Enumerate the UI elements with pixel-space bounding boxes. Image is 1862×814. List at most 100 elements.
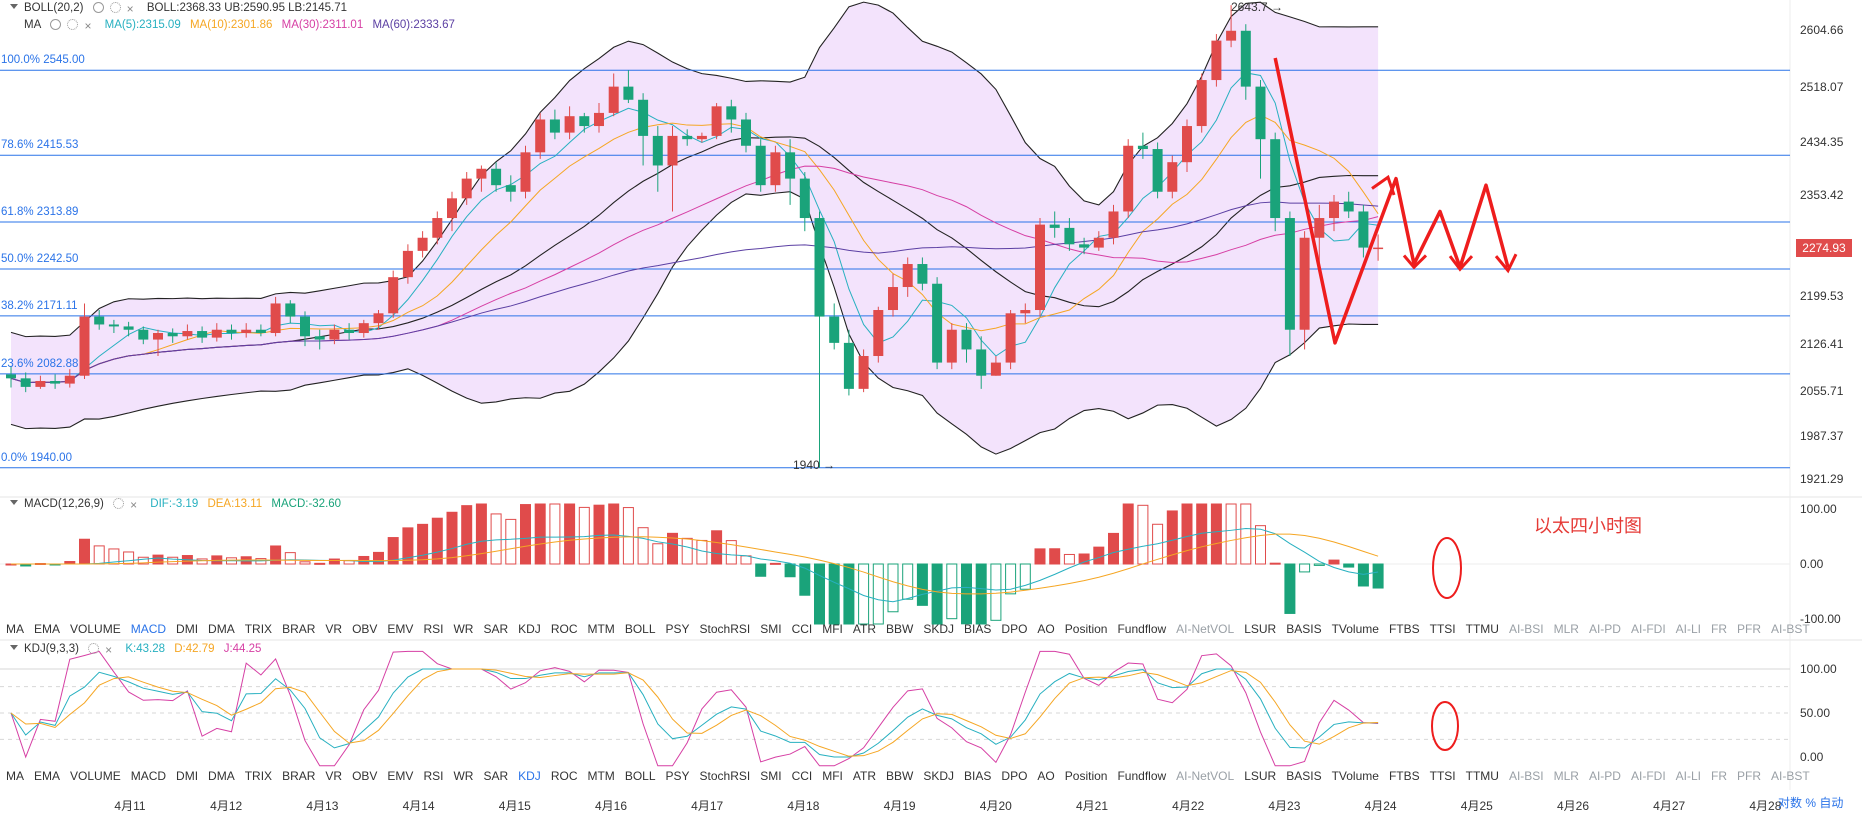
eye-icon[interactable] xyxy=(92,2,104,13)
tab-fr[interactable]: FR xyxy=(1711,769,1727,783)
tab-ema[interactable]: EMA xyxy=(34,622,61,636)
tab-macd[interactable]: MACD xyxy=(130,769,167,783)
tab-ai-pd[interactable]: AI-PD xyxy=(1588,622,1621,636)
tab-volume[interactable]: VOLUME xyxy=(70,769,121,783)
scale-options[interactable]: 对数 % 自动 xyxy=(1778,796,1844,810)
close-icon[interactable] xyxy=(105,645,116,656)
tab-ai-li[interactable]: AI-LI xyxy=(1675,622,1701,636)
tab-ai-bst[interactable]: AI-BST xyxy=(1771,622,1810,636)
tab-roc[interactable]: ROC xyxy=(550,622,578,636)
tab-cci[interactable]: CCI xyxy=(791,769,813,783)
tab-psy[interactable]: PSY xyxy=(665,622,690,636)
tab-boll[interactable]: BOLL xyxy=(624,622,656,636)
tab-ftbs[interactable]: FTBS xyxy=(1388,622,1420,636)
close-icon[interactable] xyxy=(84,21,95,32)
tab-ai-bst[interactable]: AI-BST xyxy=(1771,769,1810,783)
tab-ai-fdi[interactable]: AI-FDI xyxy=(1630,622,1666,636)
tab-dmi[interactable]: DMI xyxy=(176,769,199,783)
tab-kdj[interactable]: KDJ xyxy=(518,622,541,636)
tab-mfi[interactable]: MFI xyxy=(822,622,843,636)
tab-fundflow[interactable]: Fundflow xyxy=(1117,769,1167,783)
tab-bbw[interactable]: BBW xyxy=(886,769,914,783)
tab-bias[interactable]: BIAS xyxy=(964,622,992,636)
tab-stochrsi[interactable]: StochRSI xyxy=(699,622,751,636)
tab-dma[interactable]: DMA xyxy=(208,622,235,636)
tab-mtm[interactable]: MTM xyxy=(587,769,615,783)
tab-ao[interactable]: AO xyxy=(1037,622,1055,636)
collapse-caret-icon[interactable] xyxy=(10,645,18,650)
tab-position[interactable]: Position xyxy=(1064,622,1108,636)
tab-wr[interactable]: WR xyxy=(453,622,474,636)
tab-basis[interactable]: BASIS xyxy=(1286,769,1322,783)
tab-ao[interactable]: AO xyxy=(1037,769,1055,783)
tab-ai-netvol[interactable]: AI-NetVOL xyxy=(1176,769,1235,783)
close-icon[interactable] xyxy=(130,500,141,511)
tab-atr[interactable]: ATR xyxy=(852,622,877,636)
eye-icon[interactable] xyxy=(50,19,62,30)
tab-ttsi[interactable]: TTSI xyxy=(1429,769,1456,783)
tab-obv[interactable]: OBV xyxy=(352,769,378,783)
tab-mlr[interactable]: MLR xyxy=(1553,622,1579,636)
tab-psy[interactable]: PSY xyxy=(665,769,690,783)
tab-bias[interactable]: BIAS xyxy=(964,769,992,783)
settings-icon[interactable] xyxy=(88,643,100,654)
tab-trix[interactable]: TRIX xyxy=(244,769,273,783)
tab-mtm[interactable]: MTM xyxy=(587,622,615,636)
tab-skdj[interactable]: SKDJ xyxy=(923,769,955,783)
tab-ma[interactable]: MA xyxy=(6,622,24,636)
tab-atr[interactable]: ATR xyxy=(852,769,877,783)
tab-kdj[interactable]: KDJ xyxy=(518,769,541,783)
tab-ai-li[interactable]: AI-LI xyxy=(1675,769,1701,783)
tab-sar[interactable]: SAR xyxy=(483,622,509,636)
tab-smi[interactable]: SMI xyxy=(760,622,782,636)
tab-skdj[interactable]: SKDJ xyxy=(923,622,955,636)
tab-dma[interactable]: DMA xyxy=(208,769,235,783)
tab-obv[interactable]: OBV xyxy=(352,622,378,636)
tab-ai-netvol[interactable]: AI-NetVOL xyxy=(1176,622,1235,636)
tab-brar[interactable]: BRAR xyxy=(282,769,316,783)
tab-ttsi[interactable]: TTSI xyxy=(1429,622,1456,636)
tab-ai-bsi[interactable]: AI-BSI xyxy=(1508,769,1544,783)
tab-trix[interactable]: TRIX xyxy=(244,622,273,636)
tab-boll[interactable]: BOLL xyxy=(624,769,656,783)
tab-ai-pd[interactable]: AI-PD xyxy=(1588,769,1621,783)
tab-lsur[interactable]: LSUR xyxy=(1244,769,1277,783)
tab-vr[interactable]: VR xyxy=(325,769,343,783)
tab-basis[interactable]: BASIS xyxy=(1286,622,1322,636)
tab-roc[interactable]: ROC xyxy=(550,769,578,783)
tab-ma[interactable]: MA xyxy=(6,769,24,783)
tab-pfr[interactable]: PFR xyxy=(1737,622,1761,636)
tab-brar[interactable]: BRAR xyxy=(282,622,316,636)
tab-tvolume[interactable]: TVolume xyxy=(1331,769,1379,783)
collapse-caret-icon[interactable] xyxy=(10,500,18,505)
tab-position[interactable]: Position xyxy=(1064,769,1108,783)
tab-dmi[interactable]: DMI xyxy=(176,622,199,636)
tab-ttmu[interactable]: TTMU xyxy=(1465,769,1499,783)
tab-ttmu[interactable]: TTMU xyxy=(1465,622,1499,636)
tab-smi[interactable]: SMI xyxy=(760,769,782,783)
tab-pfr[interactable]: PFR xyxy=(1737,769,1761,783)
tab-wr[interactable]: WR xyxy=(453,769,474,783)
tab-dpo[interactable]: DPO xyxy=(1001,622,1028,636)
tab-rsi[interactable]: RSI xyxy=(423,769,444,783)
tab-mfi[interactable]: MFI xyxy=(822,769,843,783)
settings-icon[interactable] xyxy=(67,19,79,30)
tab-ema[interactable]: EMA xyxy=(34,769,61,783)
tab-mlr[interactable]: MLR xyxy=(1553,769,1579,783)
tab-tvolume[interactable]: TVolume xyxy=(1331,622,1379,636)
tab-ai-bsi[interactable]: AI-BSI xyxy=(1508,622,1544,636)
tab-ai-fdi[interactable]: AI-FDI xyxy=(1630,769,1666,783)
settings-icon[interactable] xyxy=(113,498,125,509)
collapse-caret-icon[interactable] xyxy=(10,4,18,9)
tab-vr[interactable]: VR xyxy=(325,622,343,636)
tab-sar[interactable]: SAR xyxy=(483,769,509,783)
tab-macd[interactable]: MACD xyxy=(130,622,167,636)
tab-fr[interactable]: FR xyxy=(1711,622,1727,636)
tab-ftbs[interactable]: FTBS xyxy=(1388,769,1420,783)
tab-bbw[interactable]: BBW xyxy=(886,622,914,636)
close-icon[interactable] xyxy=(127,4,138,15)
tab-emv[interactable]: EMV xyxy=(387,769,414,783)
tab-volume[interactable]: VOLUME xyxy=(70,622,121,636)
tab-lsur[interactable]: LSUR xyxy=(1244,622,1277,636)
